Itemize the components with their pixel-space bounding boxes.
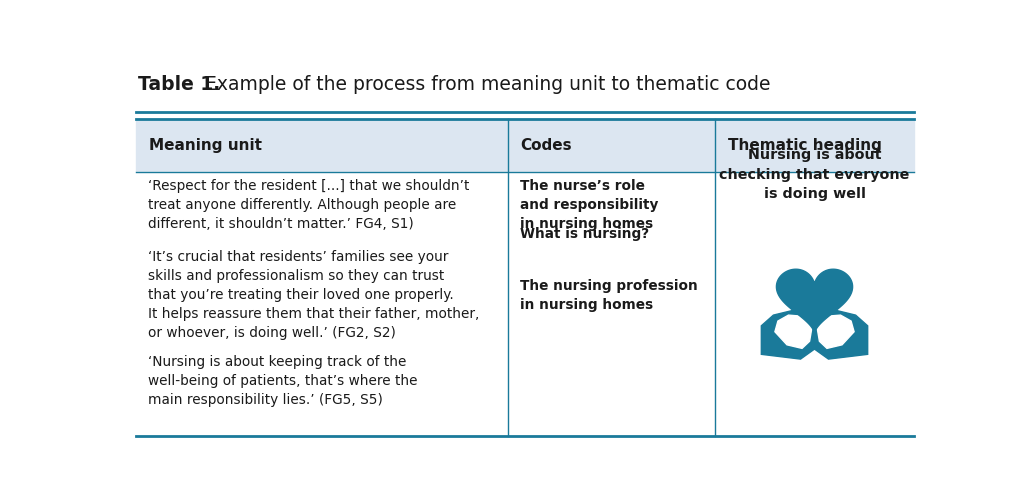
Text: Table 1.: Table 1. bbox=[137, 75, 220, 94]
Text: What is nursing?: What is nursing? bbox=[519, 227, 649, 241]
Polygon shape bbox=[806, 310, 867, 359]
Polygon shape bbox=[761, 310, 823, 359]
Text: Thematic heading: Thematic heading bbox=[728, 138, 882, 153]
Text: The nursing profession
in nursing homes: The nursing profession in nursing homes bbox=[519, 279, 697, 312]
Text: ‘Respect for the resident [...] that we shouldn’t
treat anyone differently. Alth: ‘Respect for the resident [...] that we … bbox=[147, 179, 469, 231]
Text: Nursing is about
checking that everyone
is doing well: Nursing is about checking that everyone … bbox=[719, 148, 909, 201]
Bar bbox=[136, 172, 913, 436]
Text: ‘Nursing is about keeping track of the
well-being of patients, that’s where the
: ‘Nursing is about keeping track of the w… bbox=[147, 356, 418, 407]
Text: Example of the process from meaning unit to thematic code: Example of the process from meaning unit… bbox=[200, 75, 771, 94]
Polygon shape bbox=[775, 315, 813, 349]
Text: Meaning unit: Meaning unit bbox=[148, 138, 262, 153]
Text: Codes: Codes bbox=[520, 138, 572, 153]
Polygon shape bbox=[776, 269, 853, 333]
Text: ‘It’s crucial that residents’ families see your
skills and professionalism so th: ‘It’s crucial that residents’ families s… bbox=[147, 250, 479, 340]
Text: The nurse’s role
and responsibility
in nursing homes: The nurse’s role and responsibility in n… bbox=[519, 179, 658, 231]
Bar bbox=[136, 119, 913, 172]
Polygon shape bbox=[816, 315, 854, 349]
